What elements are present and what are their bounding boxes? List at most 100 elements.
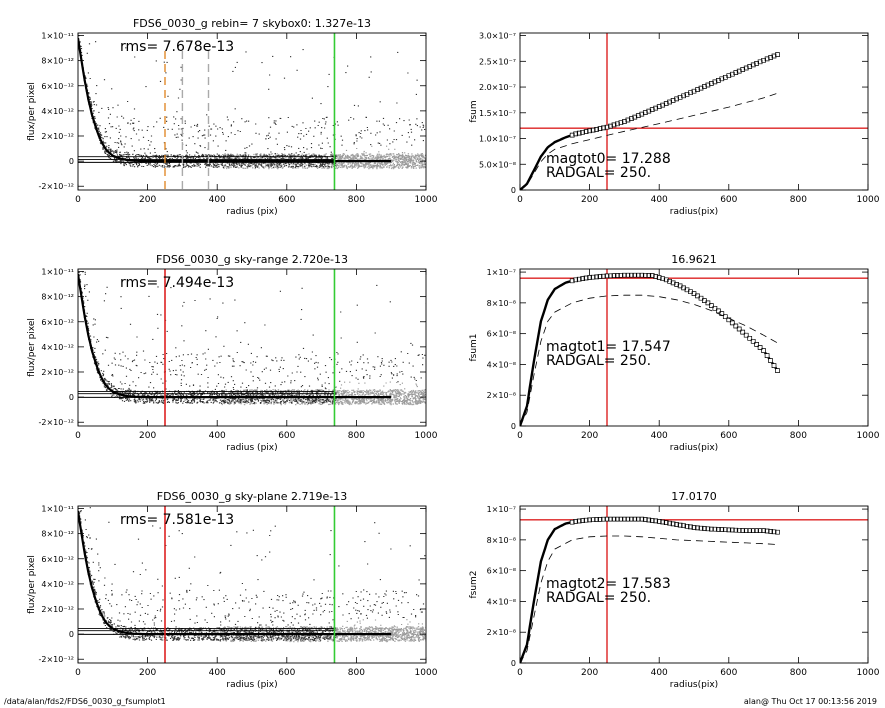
y-tick-label: 8×10⁻¹² <box>41 530 74 539</box>
y-tick-label: 8×10⁻⁸ <box>487 536 516 545</box>
radial-profile-line <box>78 37 392 163</box>
chart-title: FDS6_0030_g sky-plane 2.719e-13 <box>157 490 348 503</box>
chart-panel-3: rms= 7.581e-130 200 400 600 800 1000-2×10⁻¹²0… <box>27 490 438 690</box>
x-tick-label: 200 <box>139 668 156 678</box>
y-tick-label: 1.5×10⁻⁷ <box>479 109 516 118</box>
footer-file-path: /data/alan/fds2/FDS6_0030_g_fsumplot1 <box>4 697 166 706</box>
y-tick-label: 6×10⁻⁸ <box>487 567 516 576</box>
chart-panel-2: rms= 7.494e-130 200 400 600 800 1000-2×10⁻¹²0… <box>27 253 438 453</box>
cumulative-flux-points <box>569 272 780 373</box>
y-axis-label: fsum <box>469 100 479 122</box>
y-tick-label: 6×10⁻¹² <box>41 82 74 91</box>
magnitude-annotation: RADGAL= 250. <box>546 353 651 369</box>
x-tick-label: 0 <box>517 668 523 678</box>
y-tick-label: 1×10⁻⁷ <box>487 505 516 514</box>
x-tick-label: 200 <box>581 431 598 441</box>
x-tick-label: 1000 <box>857 195 880 205</box>
plot-area <box>78 269 426 426</box>
y-tick-label: 1×10⁻⁷ <box>487 268 516 277</box>
outer-pixel-points <box>335 145 426 168</box>
x-tick-label: 200 <box>139 195 156 205</box>
x-tick-label: 1000 <box>857 668 880 678</box>
x-tick-label: 0 <box>517 431 523 441</box>
pixel-points <box>78 271 426 404</box>
x-tick-label: 600 <box>720 431 737 441</box>
rms-annotation: rms= 7.581e-13 <box>120 512 234 528</box>
x-axis-label: radius (pix) <box>226 680 277 690</box>
magnitude-annotation: RADGAL= 250. <box>546 590 651 606</box>
y-tick-label: 4×10⁻⁸ <box>487 360 516 369</box>
plot-frame <box>519 268 869 427</box>
y-tick-label: 8×10⁻⁸ <box>487 299 516 308</box>
comparison-flux-line <box>520 535 778 663</box>
x-tick-label: 800 <box>790 195 807 205</box>
x-axis-label: radius(pix) <box>670 443 718 453</box>
y-tick-label: 4×10⁻¹² <box>41 343 74 352</box>
radial-profile-line <box>78 510 392 636</box>
y-tick-label: 8×10⁻¹² <box>41 293 74 302</box>
y-tick-label: 1×10⁻¹¹ <box>41 32 74 41</box>
cumulative-flux-points <box>569 52 780 138</box>
chart-title: FDS6_0030_g sky-range 2.720e-13 <box>156 253 348 266</box>
y-tick-label: -2×10⁻¹² <box>39 418 75 427</box>
x-tick-label: 1000 <box>415 195 438 205</box>
x-tick-label: 400 <box>651 431 668 441</box>
y-tick-label: 1×10⁻¹¹ <box>41 505 74 514</box>
x-tick-label: 400 <box>209 195 226 205</box>
y-tick-label: 1.0×10⁻⁷ <box>479 135 516 144</box>
x-tick-label: 800 <box>348 668 365 678</box>
y-tick-label: 0 <box>511 186 516 195</box>
plot-frame <box>519 32 869 191</box>
x-tick-label: 1000 <box>415 431 438 441</box>
x-tick-label: 1000 <box>857 431 880 441</box>
chart-title: 16.9621 <box>671 253 717 266</box>
radial-profile-line <box>78 273 392 399</box>
plot-area <box>78 33 426 190</box>
x-tick-label: 600 <box>720 195 737 205</box>
chart-title: FDS6_0030_g rebin= 7 skybox0: 1.327e-13 <box>133 17 371 30</box>
y-tick-label: 2×10⁻⁸ <box>487 628 516 637</box>
x-tick-label: 600 <box>278 668 295 678</box>
y-tick-label: 6×10⁻¹² <box>41 318 74 327</box>
x-tick-label: 800 <box>348 431 365 441</box>
chart-title: 17.0170 <box>671 490 717 503</box>
x-tick-label: 1000 <box>415 668 438 678</box>
y-tick-label: 6×10⁻¹² <box>41 555 74 564</box>
x-tick-label: 200 <box>581 195 598 205</box>
pixel-points <box>78 506 426 641</box>
y-tick-label: 4×10⁻¹² <box>41 107 74 116</box>
y-axis-label: fsum1 <box>469 333 479 361</box>
plot-area <box>78 506 426 663</box>
x-tick-label: 200 <box>139 431 156 441</box>
y-tick-label: 1×10⁻¹¹ <box>41 268 74 277</box>
magnitude-annotation: magtot2= 17.583 <box>546 576 671 592</box>
y-tick-label: 2×10⁻¹² <box>41 132 74 141</box>
y-tick-label: 2×10⁻¹² <box>41 605 74 614</box>
x-tick-label: 600 <box>278 195 295 205</box>
comparison-flux-line <box>520 294 778 426</box>
x-tick-label: 200 <box>581 668 598 678</box>
plot-area <box>520 33 868 190</box>
x-tick-label: 400 <box>651 195 668 205</box>
x-tick-label: 0 <box>75 668 81 678</box>
y-tick-label: 2.5×10⁻⁷ <box>479 57 516 66</box>
magnitude-annotation: RADGAL= 250. <box>546 165 651 181</box>
x-tick-label: 600 <box>278 431 295 441</box>
y-axis-label: flux/per pixel <box>27 555 37 614</box>
y-tick-label: 6×10⁻⁸ <box>487 330 516 339</box>
y-tick-label: -2×10⁻¹² <box>39 182 75 191</box>
magnitude-annotation: magtot0= 17.288 <box>546 151 671 167</box>
x-tick-label: 400 <box>209 668 226 678</box>
footer-timestamp: alan@ Thu Oct 17 00:13:56 2019 <box>743 697 877 706</box>
plot-frame <box>77 32 427 191</box>
y-axis-label: flux/per pixel <box>27 82 37 141</box>
y-tick-label: 0 <box>511 422 516 431</box>
plot-area <box>520 269 868 426</box>
x-axis-label: radius(pix) <box>670 680 718 690</box>
plot-frame <box>519 505 869 664</box>
x-tick-label: 400 <box>209 431 226 441</box>
